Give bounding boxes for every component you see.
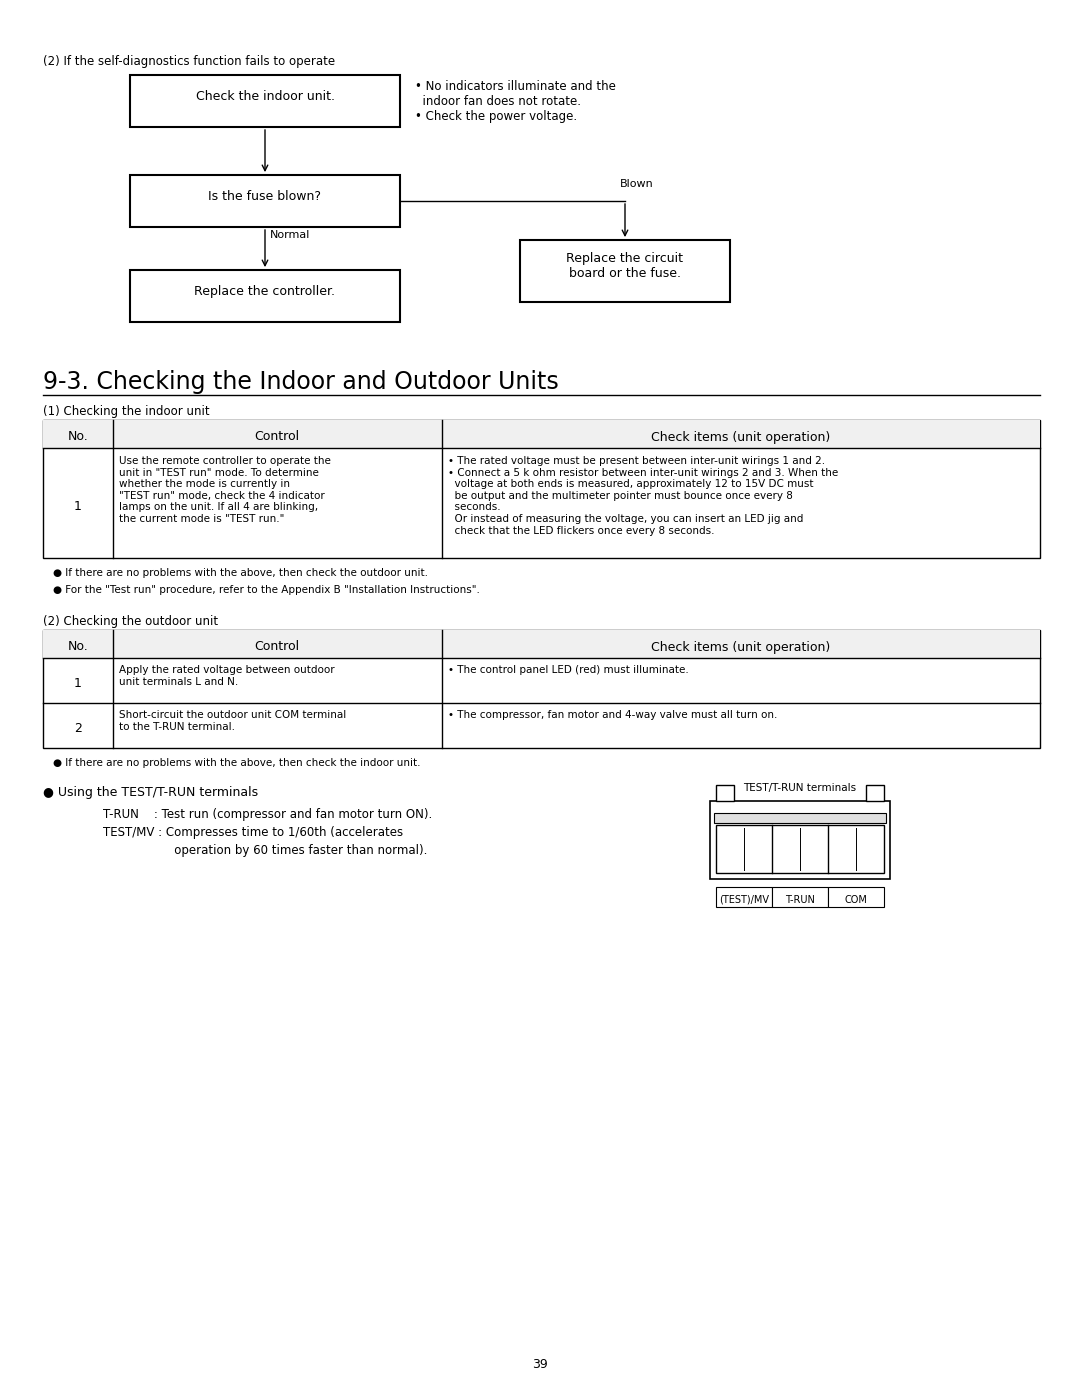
Bar [716,887,772,907]
Text: • The rated voltage must be present between inter-unit wirings 1 and 2.
• Connec: • The rated voltage must be present betw… [448,455,838,535]
Bar [43,630,1040,747]
Text: ● For the "Test run" procedure, refer to the Appendix B "Installation Instructio: ● For the "Test run" procedure, refer to… [53,585,480,595]
Text: No.: No. [68,430,89,443]
Text: T-RUN    : Test run (compressor and fan motor turn ON).: T-RUN : Test run (compressor and fan mot… [103,807,432,821]
Text: COM: COM [845,895,867,905]
Text: 1: 1 [73,678,82,690]
Text: 2: 2 [73,722,82,735]
Text: Normal: Normal [270,231,310,240]
Text: (TEST)/MV: (TEST)/MV [719,895,769,905]
Bar [43,420,1040,557]
Text: • The compressor, fan motor and 4-way valve must all turn on.: • The compressor, fan motor and 4-way va… [448,710,778,719]
Text: 39: 39 [532,1358,548,1372]
Text: (2) Checking the outdoor unit: (2) Checking the outdoor unit [43,615,218,629]
Text: ● If there are no problems with the above, then check the indoor unit.: ● If there are no problems with the abov… [53,759,420,768]
Text: Check items (unit operation): Check items (unit operation) [651,430,831,443]
Text: ● If there are no problems with the above, then check the outdoor unit.: ● If there are no problems with the abov… [53,569,428,578]
Text: TEST/MV : Compresses time to 1/60th (accelerates: TEST/MV : Compresses time to 1/60th (acc… [103,826,403,840]
Text: Use the remote controller to operate the
unit in "TEST run" mode. To determine
w: Use the remote controller to operate the… [119,455,330,524]
Bar [130,75,400,127]
Text: Short-circuit the outdoor unit COM terminal
to the T-RUN terminal.: Short-circuit the outdoor unit COM termi… [119,710,346,732]
Text: 9-3. Checking the Indoor and Outdoor Units: 9-3. Checking the Indoor and Outdoor Uni… [43,370,558,394]
Text: • The control panel LED (red) must illuminate.: • The control panel LED (red) must illum… [448,665,689,675]
Bar [43,420,1040,448]
Bar [130,270,400,321]
Text: Control: Control [255,430,300,443]
Text: operation by 60 times faster than normal).: operation by 60 times faster than normal… [103,844,428,856]
Text: Check items (unit operation): Check items (unit operation) [651,640,831,654]
Text: Replace the controller.: Replace the controller. [194,285,336,298]
Text: Blown: Blown [620,179,653,189]
Text: Apply the rated voltage between outdoor
unit terminals L and N.: Apply the rated voltage between outdoor … [119,665,335,686]
Bar [716,826,885,873]
Text: TEST/T-RUN terminals: TEST/T-RUN terminals [743,782,856,793]
Bar [716,785,734,800]
Bar [519,240,730,302]
Text: Control: Control [255,640,300,654]
Bar [772,887,828,907]
Text: T-RUN: T-RUN [785,895,815,905]
Bar [710,800,890,879]
Text: ● Using the TEST/T-RUN terminals: ● Using the TEST/T-RUN terminals [43,787,258,799]
Bar [866,785,885,800]
Text: 1: 1 [73,500,82,513]
Text: • No indicators illuminate and the
  indoor fan does not rotate.
• Check the pow: • No indicators illuminate and the indoo… [415,80,616,123]
Text: Is the fuse blown?: Is the fuse blown? [208,190,322,203]
Text: Check the indoor unit.: Check the indoor unit. [195,89,335,102]
Text: (1) Checking the indoor unit: (1) Checking the indoor unit [43,405,210,418]
Text: No.: No. [68,640,89,654]
Bar [43,630,1040,658]
Bar [828,887,885,907]
Bar [130,175,400,226]
Bar [714,813,886,823]
Text: Replace the circuit
board or the fuse.: Replace the circuit board or the fuse. [567,251,684,279]
Text: (2) If the self-diagnostics function fails to operate: (2) If the self-diagnostics function fai… [43,54,335,68]
